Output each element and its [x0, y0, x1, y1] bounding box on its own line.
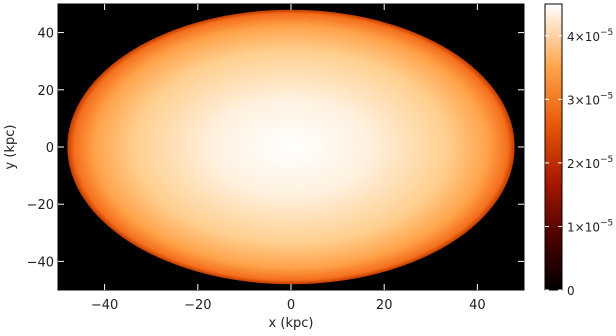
x-tick-label: −40 — [91, 298, 118, 313]
colorbar-ticks: 0 1×10−5 2×10−5 3×10−5 4×10−5 — [545, 28, 613, 298]
y-axis-ticks: −40 −20 0 20 40 — [27, 27, 524, 270]
x-tick-label: 20 — [376, 298, 393, 313]
x-axis-label: x (kpc) — [269, 316, 314, 331]
y-tick-label: −20 — [27, 198, 54, 213]
y-tick-label: 0 — [46, 141, 54, 156]
density-field — [67, 9, 515, 285]
y-axis-label: y (kpc) — [3, 125, 18, 170]
colorbar-tick-label: 1×10−5 — [567, 218, 613, 234]
x-axis-ticks: −40 −20 0 20 40 — [91, 4, 486, 313]
y-tick-label: 40 — [37, 27, 54, 42]
x-tick-label: 0 — [287, 298, 295, 313]
colorbar-tick-label: 0 — [567, 284, 575, 298]
y-tick-label: 20 — [37, 84, 54, 99]
x-tick-label: 40 — [469, 298, 486, 313]
colorbar-tick-label: 4×10−5 — [567, 28, 613, 44]
colorbar-tick-label: 2×10−5 — [567, 155, 613, 171]
colorbar-tick-label: 3×10−5 — [567, 91, 613, 107]
y-tick-label: −40 — [27, 255, 54, 270]
x-tick-label: −20 — [184, 298, 211, 313]
colorbar — [544, 3, 563, 291]
